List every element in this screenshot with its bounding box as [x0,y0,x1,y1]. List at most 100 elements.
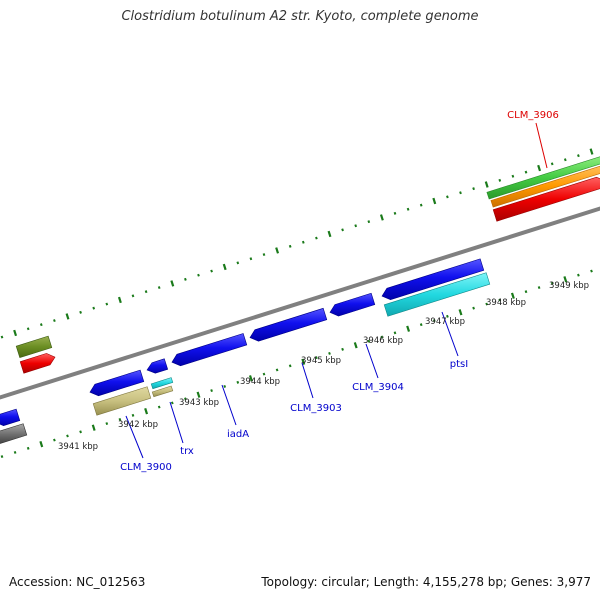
tick-mark [91,424,96,431]
scale-label: 3944 kbp [240,377,280,387]
tick-mark [39,440,44,448]
tick-mark [157,286,161,290]
tick-mark [341,347,344,351]
tick-mark [53,319,56,323]
cds-clm3904 [329,292,376,317]
tick-mark [354,224,358,228]
tick-mark [26,327,30,331]
leader-ptsI [441,311,459,357]
gene-label-clm3900[interactable]: CLM_3900 [120,462,172,473]
gene-label-clm3904[interactable]: CLM_3904 [352,382,404,393]
tick-mark [446,314,449,318]
tick-mark [65,313,70,320]
gene-label-ptsI[interactable]: ptsI [450,359,468,370]
other-feature-small [151,385,174,398]
tick-mark [379,214,384,221]
tick-mark [288,364,292,368]
tick-mark [446,195,449,199]
gene-label-clm3906[interactable]: CLM_3906 [507,110,559,121]
tick-mark [537,286,541,290]
tick-mark [380,335,384,339]
tick-mark [288,244,292,248]
tick-mark [511,174,515,178]
tick-mark [315,356,318,360]
tick-mark [13,329,18,337]
tick-mark [432,197,437,205]
tick-mark [144,290,148,294]
tick-mark [432,319,436,323]
tick-mark [53,438,56,442]
tick-mark [485,302,489,306]
tick-mark [196,391,201,398]
tick-mark [184,277,187,281]
tick-mark [301,240,305,244]
scale-label: 3942 kbp [118,420,158,430]
tick-mark [393,211,397,215]
cds-iadA [171,333,248,367]
tick-mark [419,323,423,327]
tick-mark [223,384,227,388]
tick-mark [222,263,227,271]
tick-mark [197,273,200,277]
genome-backbone [0,206,600,400]
tick-mark [275,247,280,254]
cds-ptsI [381,258,485,301]
lower-tick-ring [0,269,593,459]
gene-label-trx[interactable]: trx [180,446,194,457]
gene-orange-feature [490,165,600,208]
scale-label: 3948 kbp [486,298,526,308]
gene-label-iadA[interactable]: iadA [227,429,249,440]
tick-mark [353,342,358,349]
cds-clm3900 [89,369,145,397]
leader-clm3904 [365,343,379,379]
tick-mark [0,455,4,459]
tick-mark [406,325,411,332]
tick-mark [577,273,580,277]
gene-gray-feature [0,423,28,444]
tick-mark [117,296,122,304]
scale-label: 3946 kbp [363,336,403,346]
tick-mark [498,298,502,302]
tick-mark [498,178,502,182]
accession-text: Accession: NC_012563 [9,575,146,589]
tick-mark [157,405,161,409]
tick-mark [590,269,593,273]
tick-mark [484,181,489,188]
tick-mark [406,207,410,211]
tick-mark [184,397,187,401]
tick-mark [105,422,109,426]
leader-clm3903 [301,362,314,399]
tick-mark [275,368,279,372]
scale-label: 3941 kbp [58,442,98,452]
leader-clm3900 [125,415,144,459]
tick-mark [563,276,568,283]
map-title: Clostridium botulinum A2 str. Kyoto, com… [121,9,479,24]
tick-mark [79,310,82,314]
tick-mark [39,323,43,327]
tick-mark [458,309,463,316]
tick-mark [170,401,174,405]
trna-ptsI [383,272,491,317]
tick-mark [459,191,462,195]
tick-mark [0,335,4,339]
tick-mark [510,292,515,299]
gene-red-right-feature [492,176,600,222]
tick-mark [13,450,17,454]
leader-trx [169,401,184,444]
tick-mark [262,372,266,376]
cds-clm3903 [249,307,328,342]
tick-mark [393,331,397,335]
tick-mark [472,187,475,191]
gene-label-clm3903[interactable]: CLM_3903 [290,403,342,414]
tick-mark [248,375,253,382]
tick-mark [92,306,96,310]
upper-tick-ring [0,148,594,339]
scale-label: 3945 kbp [301,356,341,366]
tick-mark [419,203,423,207]
cds-small [146,358,169,374]
gene-green-feature [486,156,600,200]
tick-mark [589,148,594,155]
gene-olive-feature [15,335,53,358]
tick-mark [236,261,240,265]
